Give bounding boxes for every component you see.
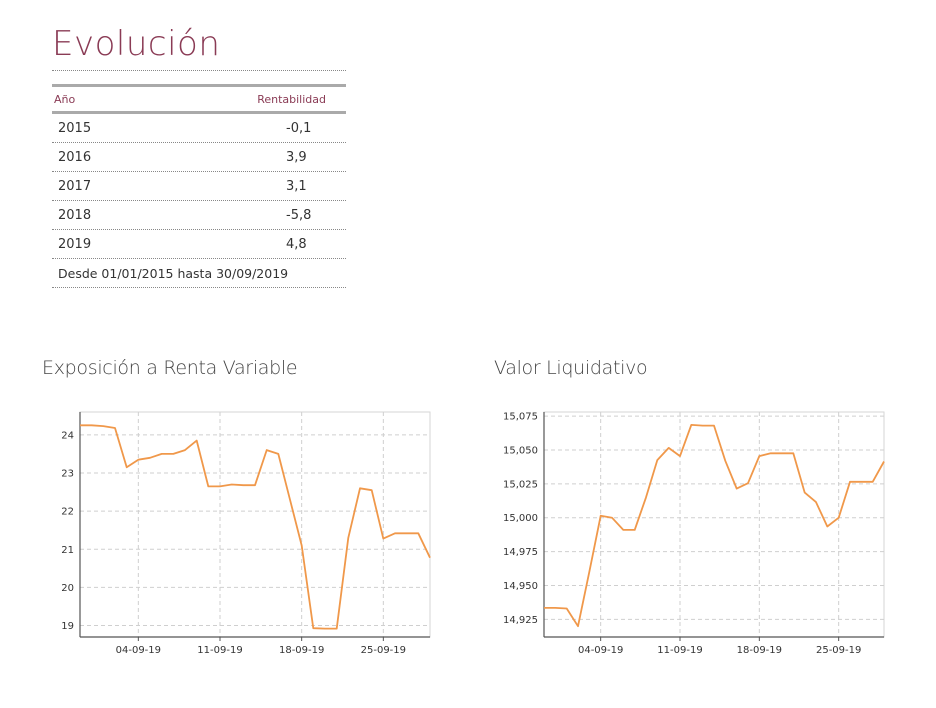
x-tick-label: 11-09-19 [197, 645, 242, 656]
header-year: Año [54, 92, 76, 106]
table-note: Desde 01/01/2015 hasta 30/09/2019 [52, 259, 346, 288]
y-tick-label: 14,925 [503, 615, 538, 626]
row-year: 2018 [58, 207, 92, 223]
x-tick-label: 25-09-19 [816, 645, 861, 656]
series-line [544, 423, 885, 628]
y-tick-label: 21 [61, 545, 74, 556]
returns-table: Año Rentabilidad 2015 -0,1 2016 3,9 2017… [52, 84, 346, 288]
row-year: 2016 [58, 149, 92, 165]
x-tick-label: 04-09-19 [578, 645, 623, 656]
section-title: Evolución [52, 24, 221, 64]
table-header: Año Rentabilidad [52, 84, 346, 114]
row-year: 2019 [58, 236, 92, 252]
y-tick-label: 23 [61, 469, 74, 480]
y-tick-label: 15,025 [503, 479, 538, 490]
row-value: 3,1 [286, 178, 307, 194]
header-return: Rentabilidad [257, 92, 326, 106]
table-row: 2019 4,8 [52, 230, 346, 259]
y-tick-label: 15,075 [503, 412, 538, 423]
plot-frame [543, 411, 885, 638]
nav-chart: 14,925 14,950 14,975 15,000 15,025 15,050 15,0… [503, 411, 885, 656]
table-row: 2015 -0,1 [52, 114, 346, 143]
x-tick-label: 11-09-19 [657, 645, 702, 656]
table-row: 2016 3,9 [52, 143, 346, 172]
row-value: 3,9 [286, 149, 307, 165]
series-line [80, 424, 431, 630]
y-tick-label: 15,050 [503, 445, 538, 456]
plot-frame [79, 411, 431, 638]
row-year: 2015 [58, 120, 92, 136]
row-value: 4,8 [286, 236, 307, 252]
row-value: -5,8 [286, 207, 312, 223]
y-tick-label: 14,950 [503, 581, 538, 592]
chart-title-nav: Valor Liquidativo [494, 357, 648, 379]
row-year: 2017 [58, 178, 92, 194]
title-divider [52, 70, 346, 71]
x-tick-label: 18-09-19 [737, 645, 782, 656]
table-row: 2017 3,1 [52, 172, 346, 201]
row-value: -0,1 [286, 120, 312, 136]
x-tick-label: 04-09-19 [116, 645, 161, 656]
y-tick-label: 19 [61, 621, 74, 632]
x-tick-label: 25-09-19 [361, 645, 406, 656]
y-tick-label: 24 [61, 430, 74, 441]
y-tick-label: 14,975 [503, 547, 538, 558]
chart-title-exposure: Exposición a Renta Variable [42, 357, 298, 379]
y-tick-label: 15,000 [503, 513, 538, 524]
x-tick-label: 18-09-19 [279, 645, 324, 656]
y-tick-label: 20 [61, 583, 74, 594]
y-tick-label: 22 [61, 507, 74, 518]
exposure-chart: 19 20 21 22 23 24 04-09-19 11-09-19 18-09-19 25-0… [61, 411, 431, 656]
table-row: 2018 -5,8 [52, 201, 346, 230]
